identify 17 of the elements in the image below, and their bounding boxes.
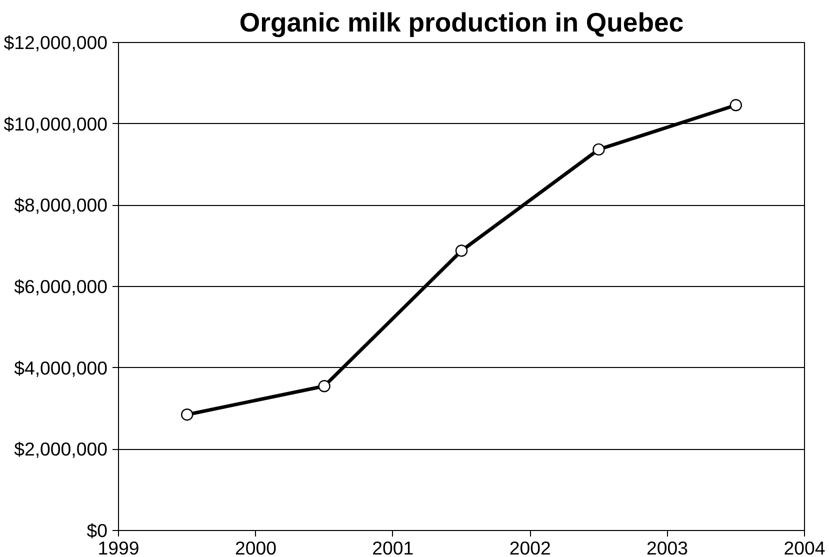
x-tick-label: 2004	[784, 538, 826, 557]
x-tick-label: 2002	[509, 538, 551, 557]
point	[318, 380, 330, 392]
point	[455, 244, 468, 257]
chart-title: Organic milk production in Quebec	[239, 8, 684, 38]
y-tick-label: $8,000,000	[14, 194, 108, 216]
point	[592, 143, 605, 156]
x-tick-label: 2000	[234, 538, 276, 557]
y-tick-label: $4,000,000	[14, 357, 108, 378]
x-tick-label: 2001	[372, 538, 414, 557]
y-tick-label: $6,000,000	[14, 276, 108, 297]
y-tick-label: $12,000,000	[4, 32, 108, 53]
y-tick-label: $2,000,000	[14, 438, 108, 460]
point	[181, 408, 194, 421]
x-tick-label: 2003	[646, 538, 688, 557]
y-tick-label: $10,000,000	[4, 113, 108, 134]
point	[730, 99, 742, 112]
